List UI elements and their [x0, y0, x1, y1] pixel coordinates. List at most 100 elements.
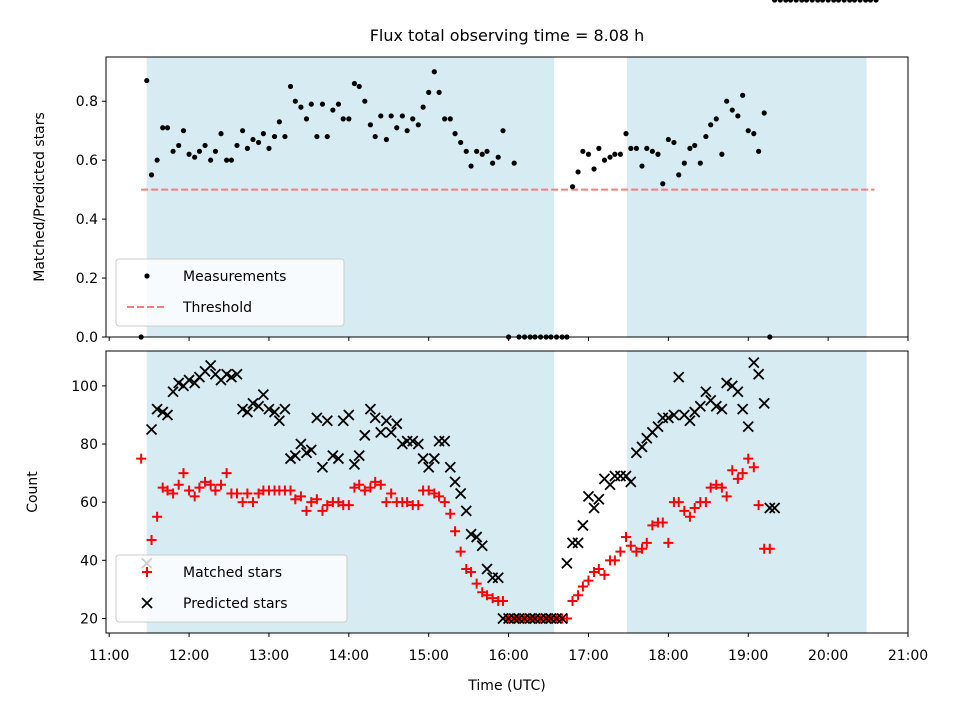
predicted-star-point	[359, 429, 371, 441]
measurement-point	[729, 107, 735, 113]
measurement-point	[250, 136, 256, 143]
measurement-point	[660, 181, 666, 187]
matched-star-point	[194, 482, 205, 493]
matched-star-point	[162, 485, 173, 496]
measurement-point	[436, 89, 442, 95]
predicted-star-point	[652, 420, 664, 433]
measurement-point	[458, 139, 464, 146]
measurement-point	[787, 0, 794, 3]
measurement-point	[234, 142, 240, 149]
measurement-point	[351, 80, 358, 87]
matched-star-point	[561, 613, 572, 624]
measurement-point	[655, 151, 661, 157]
predicted-star-point	[321, 415, 333, 427]
bottom-y-tick-label: 40	[80, 553, 98, 569]
predicted-star-point	[428, 452, 440, 465]
matched-star-point	[237, 497, 248, 508]
predicted-star-point	[737, 403, 749, 415]
measurement-point	[420, 104, 426, 110]
predicted-star-point	[439, 435, 451, 447]
predicted-star-point	[668, 409, 680, 421]
predicted-star-point	[465, 528, 477, 540]
measurement-point	[831, 0, 837, 3]
measurement-point	[298, 104, 304, 110]
measurement-point	[468, 163, 474, 169]
measurement-point	[857, 0, 863, 3]
measurement-point	[287, 83, 294, 90]
predicted-star-point	[167, 386, 179, 398]
measurement-point	[809, 0, 815, 3]
predicted-star-point	[289, 450, 301, 462]
legend-measurements-label: Measurements	[183, 269, 286, 285]
measurement-point	[591, 166, 597, 172]
measurement-point	[170, 148, 176, 154]
matched-star-point	[593, 564, 604, 575]
top-y-tick-label: 0.8	[76, 94, 98, 110]
measurement-point	[793, 0, 799, 3]
matched-star-point	[413, 500, 424, 511]
measurement-point	[372, 133, 378, 140]
predicted-star-point	[577, 519, 589, 532]
matched-star-point	[200, 476, 211, 487]
matched-star-point	[727, 465, 738, 476]
predicted-star-point	[662, 412, 674, 424]
measurement-point	[479, 151, 485, 157]
matched-star-point	[301, 505, 312, 516]
measurement-point	[835, 0, 842, 3]
measurement-point	[218, 131, 224, 137]
measurement-point	[607, 154, 613, 160]
predicted-star-point	[145, 423, 158, 436]
predicted-star-point	[380, 415, 393, 427]
predicted-star-point	[247, 397, 259, 409]
predicted-star-point	[732, 386, 744, 398]
measurement-point	[649, 148, 655, 154]
matched-star-point	[359, 485, 370, 496]
predicted-star-point	[764, 502, 776, 514]
matched-star-point	[365, 482, 376, 493]
matched-star-point	[173, 479, 184, 490]
matched-star-point	[205, 479, 216, 490]
matched-star-point	[370, 476, 381, 487]
legend-x-glyph	[141, 597, 153, 609]
matched-star-point	[242, 488, 253, 499]
measurement-point	[415, 122, 421, 128]
matched-star-point	[178, 468, 189, 479]
measurement-point	[378, 113, 384, 119]
measurement-point	[596, 145, 602, 151]
predicted-star-point	[364, 403, 377, 415]
measurement-point	[751, 131, 757, 137]
matched-star-point	[684, 511, 695, 522]
matched-star-point	[455, 546, 466, 557]
measurement-point	[282, 133, 288, 140]
measurement-point	[601, 157, 608, 163]
matched-star-point	[625, 540, 636, 551]
measurement-point	[255, 139, 262, 146]
top-y-tick-label: 0.2	[76, 271, 98, 287]
predicted-star-point	[481, 563, 493, 575]
matched-star-point	[487, 593, 498, 604]
matched-star-point	[146, 534, 157, 545]
predicted-star-point	[225, 371, 238, 383]
measurement-point	[202, 142, 208, 149]
measurement-point	[484, 148, 490, 154]
measurement-point	[324, 133, 330, 140]
measurement-point	[783, 0, 789, 3]
predicted-star-point	[625, 476, 637, 488]
legend-matched-marker	[142, 567, 152, 577]
measurement-point	[404, 128, 410, 134]
predicted-star-point	[716, 403, 728, 415]
measurement-point	[628, 145, 634, 151]
predicted-star-point	[768, 502, 781, 514]
predicted-star-point	[343, 409, 355, 421]
measurement-point	[196, 148, 203, 154]
matched-star-point	[631, 546, 642, 557]
matched-star-point	[609, 555, 620, 566]
predicted-star-point	[471, 531, 483, 543]
top-y-axis-label: Matched/Predicted stars	[32, 112, 48, 282]
measurement-point	[724, 98, 730, 104]
matched-star-point	[184, 485, 195, 496]
measurement-point	[164, 125, 171, 131]
legend-plus-glyph	[142, 567, 152, 577]
matched-star-point	[621, 532, 632, 543]
measurement-point	[154, 157, 160, 163]
